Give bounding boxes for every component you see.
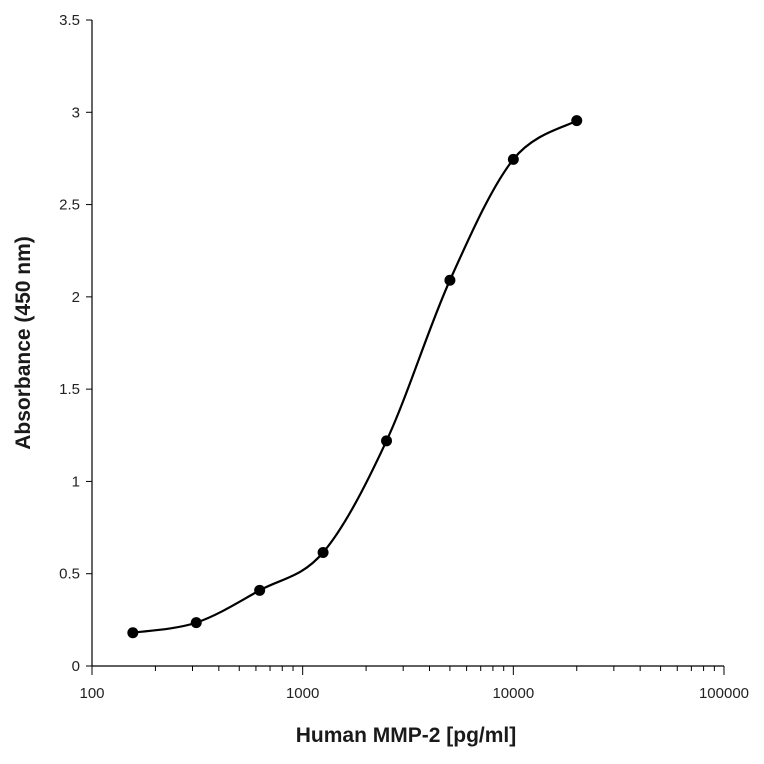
y-tick-label: 0.5: [59, 566, 80, 583]
axes: [91, 20, 724, 667]
data-point: [571, 115, 583, 127]
data-point: [444, 274, 456, 286]
data-point: [317, 546, 329, 558]
y-tick-label: 2: [72, 289, 80, 306]
y-tick-label: 0: [72, 658, 80, 675]
y-tick-label: 3: [72, 104, 80, 121]
data-point: [254, 584, 266, 596]
x-tick-label: 100000: [699, 685, 749, 702]
y-axis-ticks: 0 0.5 1 1.5 2 2.5 3 3.5: [59, 12, 92, 675]
data-point: [380, 435, 392, 447]
x-tick-label: 1000: [286, 685, 319, 702]
y-tick-label: 2.5: [59, 197, 80, 214]
y-tick-label: 1: [72, 473, 80, 490]
y-tick-label: 3.5: [59, 12, 80, 29]
x-tick-label: 100: [79, 685, 104, 702]
data-points: [127, 115, 583, 639]
y-axis-title: Absorbance (450 nm): [12, 236, 35, 450]
data-point: [507, 153, 519, 165]
x-tick-label: 10000: [492, 685, 534, 702]
x-axis-ticks: 100 1000 10000 100000: [79, 666, 749, 702]
y-tick-label: 1.5: [59, 381, 80, 398]
data-point: [190, 617, 202, 629]
fitted-curve: [132, 119, 578, 634]
fitted-curve-group: [132, 119, 578, 634]
data-point: [127, 627, 139, 639]
x-axis-title: Human MMP-2 [pg/ml]: [296, 724, 517, 747]
